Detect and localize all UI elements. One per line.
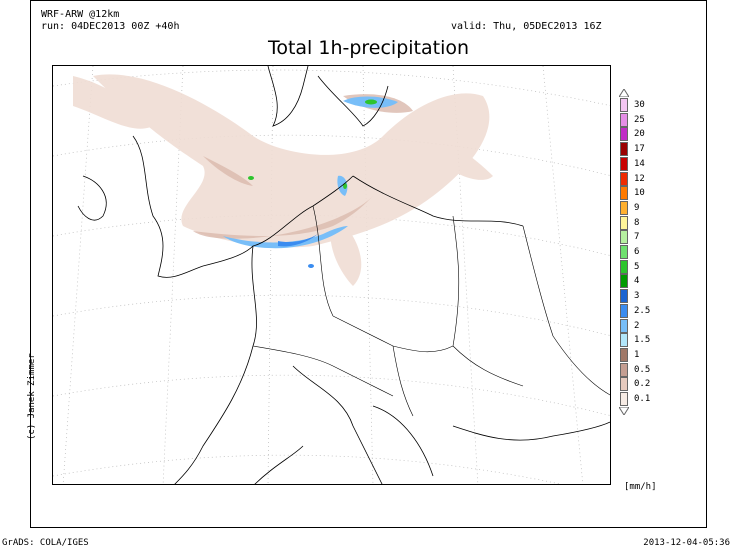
legend-label: 0.5 <box>634 364 651 375</box>
legend-swatch <box>620 112 628 127</box>
country-borders <box>252 205 610 417</box>
legend-swatch <box>620 362 628 377</box>
legend-label: 12 <box>634 173 645 184</box>
legend-swatch <box>620 245 628 259</box>
precip-light <box>73 74 493 286</box>
legend-label: 14 <box>634 158 645 169</box>
legend-top-arrow-icon <box>619 89 629 97</box>
legend-label: 4 <box>634 276 640 287</box>
author-credit: (c) Janek Zimmer <box>27 353 37 440</box>
legend-swatch <box>620 156 628 171</box>
legend-label: 0.1 <box>634 394 651 404</box>
legend-label: 5 <box>634 261 640 272</box>
legend-label: 0.2 <box>634 379 651 390</box>
legend-swatch <box>620 333 628 348</box>
graticule <box>53 66 610 484</box>
legend-label: 3 <box>634 291 640 302</box>
map-canvas <box>53 66 610 484</box>
precipitation-map <box>52 65 611 485</box>
legend-label: 25 <box>634 114 645 125</box>
legend-swatch <box>620 215 628 230</box>
legend-swatch <box>620 274 628 289</box>
legend-swatch <box>620 318 628 333</box>
precip-extreme <box>248 99 377 189</box>
legend-label: 20 <box>634 129 645 140</box>
legend-swatch <box>620 186 628 201</box>
plot-frame: WRF-ARW @12km run: 04DEC2013 00Z +40h va… <box>30 0 707 528</box>
legend-label: 2 <box>634 320 640 331</box>
legend-label: 1 <box>634 349 640 360</box>
legend-label: 7 <box>634 232 640 243</box>
legend-swatch <box>620 377 628 392</box>
legend-swatch <box>620 200 628 215</box>
legend-swatch <box>620 259 628 274</box>
legend-unit: [mm/h] <box>624 482 657 492</box>
legend-label: 8 <box>634 217 640 228</box>
legend-swatch <box>620 98 628 112</box>
legend-label: 1.5 <box>634 335 651 346</box>
legend-swatch <box>620 171 628 186</box>
legend-label: 30 <box>634 100 645 110</box>
run-label: run: 04DEC2013 00Z +40h <box>41 21 180 32</box>
legend-swatch <box>620 230 628 245</box>
model-label: WRF-ARW @12km <box>41 9 120 20</box>
map-title: Total 1h-precipitation <box>267 37 470 59</box>
legend-swatch <box>620 347 628 362</box>
legend-swatch <box>620 127 628 142</box>
legend-swatch <box>620 142 628 157</box>
legend-label: 9 <box>634 202 640 213</box>
valid-time-label: valid: Thu, 05DEC2013 16Z <box>451 21 602 32</box>
precip-very-heavy <box>278 234 318 268</box>
legend-label: 2.5 <box>634 305 651 316</box>
footer-software: GrADS: COLA/IGES <box>2 538 89 548</box>
legend-swatch <box>620 303 628 318</box>
legend-label: 10 <box>634 188 645 199</box>
legend-bottom-arrow-icon <box>619 406 629 415</box>
coastlines <box>77 66 610 484</box>
legend-swatch <box>620 392 628 406</box>
legend-swatch <box>620 289 628 304</box>
legend-label: 6 <box>634 247 640 257</box>
footer-timestamp: 2013-12-04-05:36 <box>643 538 730 548</box>
legend-label: 17 <box>634 144 645 155</box>
